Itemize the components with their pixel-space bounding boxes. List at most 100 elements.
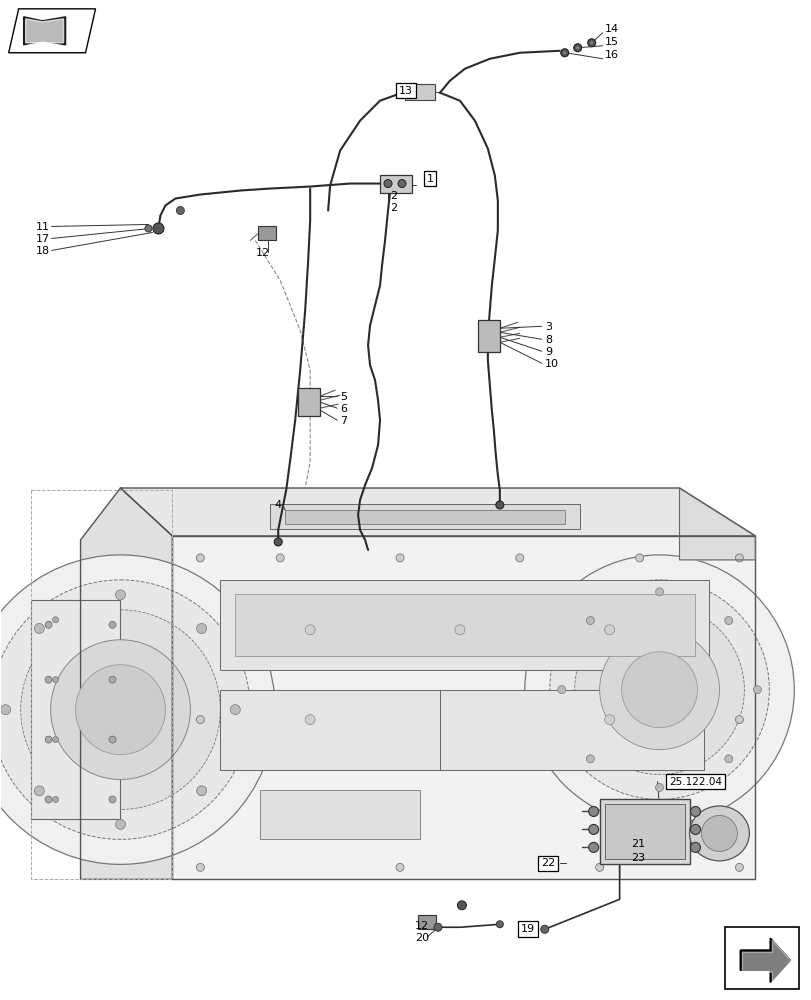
Circle shape	[560, 49, 568, 57]
Text: 25.122.04: 25.122.04	[668, 777, 721, 787]
Text: 11: 11	[36, 222, 49, 232]
Text: 17: 17	[36, 234, 49, 244]
Circle shape	[109, 621, 116, 628]
Text: 18: 18	[36, 246, 49, 256]
Circle shape	[753, 686, 761, 694]
Polygon shape	[9, 9, 96, 53]
Text: 1: 1	[426, 174, 433, 184]
Bar	[604, 804, 684, 859]
Circle shape	[276, 554, 284, 562]
Text: 15: 15	[604, 37, 618, 47]
Circle shape	[724, 617, 732, 624]
Circle shape	[457, 901, 466, 910]
Polygon shape	[26, 19, 63, 43]
Text: 14: 14	[604, 24, 618, 34]
Circle shape	[575, 46, 579, 50]
Polygon shape	[740, 938, 789, 982]
Bar	[380, 175, 411, 193]
Circle shape	[274, 538, 282, 546]
Circle shape	[689, 824, 700, 834]
Circle shape	[735, 716, 743, 724]
Circle shape	[587, 39, 595, 47]
Text: 2: 2	[389, 191, 397, 201]
Circle shape	[50, 640, 190, 780]
Text: 10: 10	[544, 359, 558, 369]
Polygon shape	[120, 488, 754, 536]
Circle shape	[20, 610, 220, 809]
Circle shape	[53, 796, 58, 802]
Circle shape	[196, 554, 204, 562]
Circle shape	[0, 555, 275, 864]
Circle shape	[109, 736, 116, 743]
Text: 13: 13	[398, 86, 413, 96]
Circle shape	[574, 605, 744, 775]
Circle shape	[549, 580, 769, 799]
Circle shape	[53, 677, 58, 683]
Text: 20: 20	[414, 933, 428, 943]
Text: 2: 2	[389, 203, 397, 213]
Circle shape	[735, 863, 743, 871]
Ellipse shape	[689, 806, 749, 861]
Circle shape	[621, 652, 697, 728]
Circle shape	[115, 819, 126, 829]
Circle shape	[109, 796, 116, 803]
Circle shape	[196, 786, 207, 796]
Circle shape	[230, 705, 240, 715]
Polygon shape	[80, 488, 172, 879]
Circle shape	[701, 815, 736, 851]
Circle shape	[586, 755, 594, 763]
Circle shape	[595, 863, 603, 871]
Circle shape	[515, 554, 523, 562]
Circle shape	[34, 786, 45, 796]
Circle shape	[496, 921, 503, 928]
Circle shape	[152, 223, 164, 234]
Circle shape	[589, 41, 593, 45]
Polygon shape	[740, 938, 789, 982]
Circle shape	[75, 665, 165, 755]
Text: 9: 9	[544, 347, 551, 357]
Polygon shape	[679, 488, 754, 560]
Circle shape	[599, 630, 719, 750]
Circle shape	[588, 824, 598, 834]
Text: 4: 4	[274, 500, 281, 510]
Circle shape	[496, 501, 503, 509]
Bar	[31, 600, 120, 819]
Circle shape	[454, 625, 465, 635]
Circle shape	[0, 580, 250, 839]
Circle shape	[689, 842, 700, 852]
Circle shape	[196, 623, 207, 633]
Circle shape	[724, 755, 732, 763]
Bar	[220, 690, 440, 770]
Bar	[260, 790, 419, 839]
Text: 6: 6	[340, 404, 346, 414]
Circle shape	[735, 554, 743, 562]
Circle shape	[45, 676, 52, 683]
Circle shape	[604, 715, 614, 725]
Bar	[285, 510, 564, 524]
Bar	[220, 580, 709, 670]
Text: 12: 12	[414, 921, 428, 931]
Text: 7: 7	[340, 416, 347, 426]
Polygon shape	[172, 536, 754, 879]
Circle shape	[196, 716, 204, 724]
Circle shape	[305, 625, 315, 635]
Circle shape	[45, 736, 52, 743]
Bar	[724, 927, 798, 989]
Circle shape	[53, 617, 58, 623]
Circle shape	[145, 225, 152, 232]
Bar	[258, 226, 276, 240]
Bar	[440, 690, 704, 770]
Circle shape	[396, 863, 404, 871]
Text: 12: 12	[256, 248, 270, 258]
Circle shape	[396, 554, 404, 562]
Text: 3: 3	[544, 322, 551, 332]
Circle shape	[588, 842, 598, 852]
Circle shape	[109, 676, 116, 683]
Circle shape	[635, 554, 643, 562]
Text: 16: 16	[604, 50, 618, 60]
Bar	[270, 504, 579, 529]
Circle shape	[573, 44, 581, 52]
Circle shape	[53, 737, 58, 743]
Circle shape	[586, 617, 594, 624]
Text: 8: 8	[544, 335, 551, 345]
